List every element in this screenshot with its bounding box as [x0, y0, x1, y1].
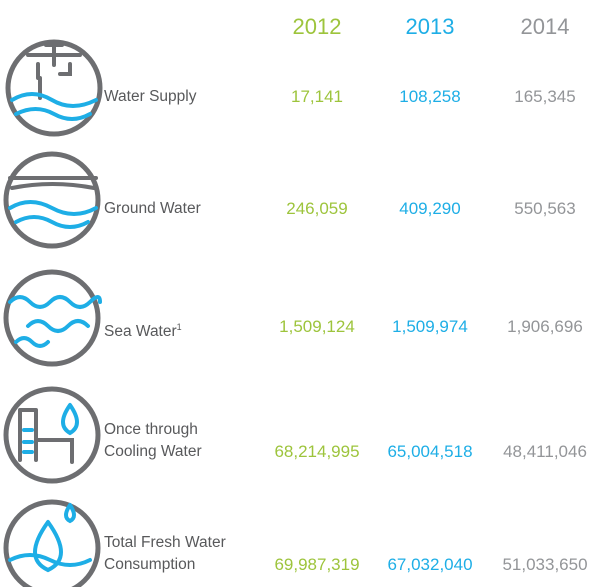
cell-value: 246,059 [286, 199, 348, 218]
column-header: 2012 [292, 14, 342, 39]
label-line: Ground Water [104, 200, 201, 217]
label-line: Once through [104, 421, 198, 438]
row-label: Once through Cooling Water [104, 419, 202, 463]
cell-value: 409,290 [399, 199, 461, 218]
cell-value: 1,906,696 [507, 317, 583, 336]
column-header: 2013 [405, 14, 455, 39]
water-supply-icon [5, 39, 103, 137]
cell-value: 65,004,518 [387, 442, 473, 461]
cell-value: 550,563 [514, 199, 576, 218]
cell-value: 17,141 [291, 87, 343, 106]
label-line: Sea Water1 [104, 322, 182, 341]
row-label: Ground Water [104, 198, 201, 220]
row-label: Sea Water1 [104, 316, 182, 343]
row-label: Water Supply [104, 86, 196, 108]
fresh-water-icon [3, 499, 101, 587]
sea-water-icon [3, 269, 102, 367]
column-header: 2014 [520, 14, 570, 39]
cell-value: 108,258 [399, 87, 461, 106]
label-line: Consumption [104, 556, 196, 573]
label-line: Total Fresh Water [104, 534, 226, 551]
cell-value: 48,411,046 [503, 442, 587, 461]
cell-value: 67,032,040 [387, 555, 473, 574]
cell-value: 1,509,974 [392, 317, 468, 336]
ground-water-icon [3, 151, 101, 249]
cell-value: 68,214,995 [274, 442, 360, 461]
cell-value: 51,033,650 [502, 555, 588, 574]
label-line: Water Supply [104, 88, 197, 105]
cell-value: 1,509,124 [279, 317, 355, 336]
icons [3, 39, 103, 587]
footnote: 1 [176, 322, 182, 332]
row-label: Total Fresh Water Consumption [104, 532, 226, 576]
label-line: Cooling Water [104, 443, 202, 460]
cooling-water-icon [3, 386, 101, 484]
cell-value: 165,345 [514, 87, 576, 106]
cell-value: 69,987,319 [274, 555, 360, 574]
